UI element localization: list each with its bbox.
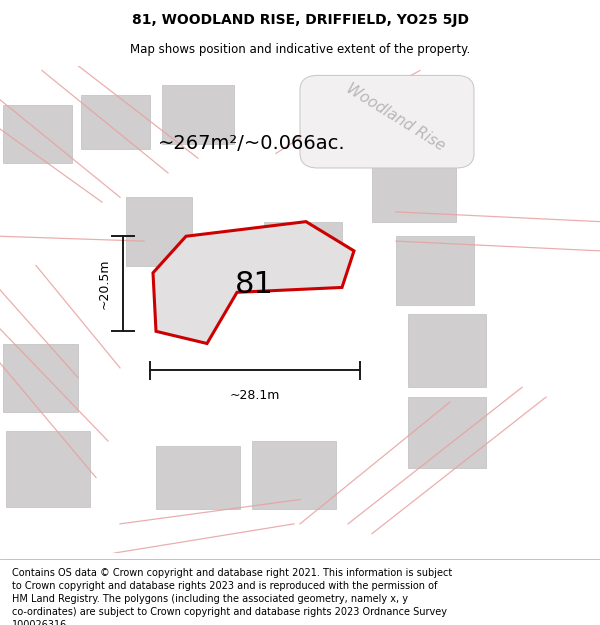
Polygon shape [6,431,90,507]
Text: 81, WOODLAND RISE, DRIFFIELD, YO25 5JD: 81, WOODLAND RISE, DRIFFIELD, YO25 5JD [131,12,469,27]
Polygon shape [3,344,78,412]
Polygon shape [408,314,486,388]
Text: Map shows position and indicative extent of the property.: Map shows position and indicative extent… [130,42,470,56]
Polygon shape [162,85,234,144]
Polygon shape [396,236,474,304]
Polygon shape [264,222,342,275]
Text: 81: 81 [235,270,274,299]
Polygon shape [81,95,150,149]
Polygon shape [126,198,192,266]
Text: Woodland Rise: Woodland Rise [344,81,448,153]
Text: ~267m²/~0.066ac.: ~267m²/~0.066ac. [158,134,346,153]
Polygon shape [372,149,456,222]
Polygon shape [408,397,486,468]
Text: ~28.1m: ~28.1m [230,389,280,402]
Text: ~20.5m: ~20.5m [97,259,110,309]
Polygon shape [156,446,240,509]
Polygon shape [153,222,354,344]
Text: Contains OS data © Crown copyright and database right 2021. This information is : Contains OS data © Crown copyright and d… [12,568,452,625]
Polygon shape [252,441,336,509]
FancyBboxPatch shape [300,76,474,168]
Polygon shape [3,104,72,163]
